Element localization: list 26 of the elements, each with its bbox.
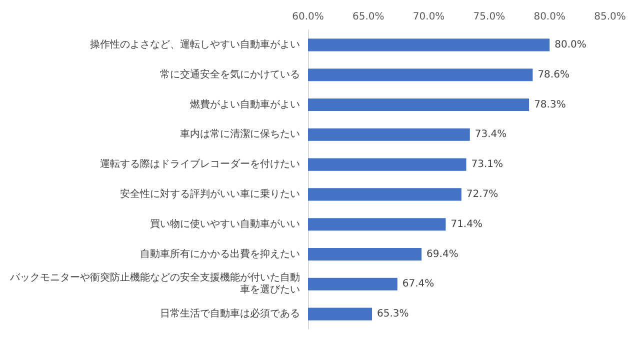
- data-label: 80.0%: [554, 39, 586, 50]
- data-label: 78.6%: [538, 69, 570, 80]
- y-tick-label: バックモニターや衝突防止機能などの安全支援機能が付いた自動車を選びたい: [9, 272, 300, 296]
- y-tick-label: 常に交通安全を気にかけている: [160, 68, 300, 80]
- data-label: 71.4%: [450, 218, 482, 230]
- x-tick-label: 75.0%: [473, 12, 506, 22]
- data-label: 73.4%: [474, 129, 507, 140]
- y-tick-label: 買い物に使いやすい自動車がいい: [150, 218, 300, 230]
- x-tick-label: 65.0%: [352, 12, 384, 22]
- y-tick-label: 操作性のよさなど、運転しやすい自動車がよい: [90, 38, 300, 50]
- x-tick-label: 85.0%: [594, 12, 626, 22]
- y-tick-label: 自動車所有にかかる出費を抑えたい: [140, 248, 300, 260]
- y-tick-label: 燃費がよい自動車がよい: [190, 98, 300, 110]
- x-tick-label: 80.0%: [534, 12, 566, 22]
- x-tick-label: 70.0%: [412, 12, 445, 22]
- data-label: 65.3%: [377, 308, 409, 320]
- data-label: 67.4%: [402, 278, 434, 290]
- y-tick-label: 運転する際はドライブレコーダーを付けたい: [100, 158, 300, 170]
- y-tick-label: 安全性に対する評判がいい車に乗りたい: [120, 188, 300, 200]
- data-label: 73.1%: [471, 159, 504, 170]
- x-tick-label: 60.0%: [292, 12, 324, 22]
- data-label: 72.7%: [466, 188, 498, 200]
- data-label: 78.3%: [534, 99, 566, 110]
- y-tick-label: 日常生活で自動車は必須である: [160, 308, 300, 320]
- y-tick-label: 車内は常に清潔に保ちたい: [180, 128, 300, 140]
- data-label: 69.4%: [426, 248, 458, 260]
